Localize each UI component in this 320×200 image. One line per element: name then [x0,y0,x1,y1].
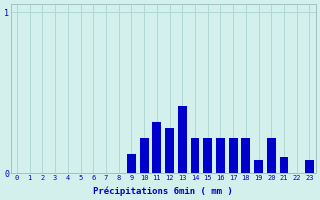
Bar [190,138,199,173]
Bar [140,138,148,173]
Bar [203,138,212,173]
Bar [127,154,136,173]
Bar [152,122,161,173]
Bar [216,138,225,173]
X-axis label: Précipitations 6min ( mm ): Précipitations 6min ( mm ) [93,186,233,196]
Bar [254,160,263,173]
Bar [305,160,314,173]
Bar [267,138,276,173]
Bar [280,157,289,173]
Bar [165,128,174,173]
Bar [241,138,250,173]
Bar [178,106,187,173]
Bar [229,138,238,173]
